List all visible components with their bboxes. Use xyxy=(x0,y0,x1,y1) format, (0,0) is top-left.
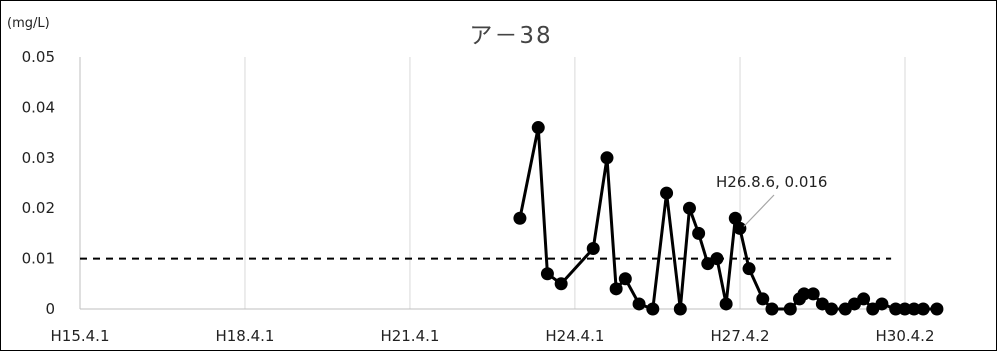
data-point-15 xyxy=(710,252,724,266)
x-tick-label-0: H15.4.1 xyxy=(51,327,110,345)
y-tick-label-4: 0.04 xyxy=(22,98,55,116)
data-point-1 xyxy=(531,121,545,135)
x-tick-label-3: H24.4.1 xyxy=(545,327,604,345)
x-tick-label-5: H30.4.2 xyxy=(876,327,935,345)
data-point-2 xyxy=(540,267,554,281)
y-tick-label-3: 0.03 xyxy=(22,149,55,167)
chart-title: ア－38 xyxy=(469,23,552,49)
data-point-34 xyxy=(898,302,912,316)
data-point-19 xyxy=(742,262,756,276)
annotation-leader-0 xyxy=(743,194,775,227)
data-point-0 xyxy=(513,211,527,225)
data-point-6 xyxy=(609,282,623,296)
series xyxy=(513,121,944,316)
data-point-3 xyxy=(554,277,568,291)
y-tick-label-5: 0.05 xyxy=(22,48,55,66)
data-point-25 xyxy=(806,287,820,301)
x-tick-label-4: H27.4.2 xyxy=(711,327,770,345)
data-point-18 xyxy=(733,221,747,235)
data-point-10 xyxy=(660,186,674,200)
data-point-27 xyxy=(825,302,839,316)
data-point-8 xyxy=(632,297,646,311)
annotation-label-0: H26.8.6, 0.016 xyxy=(716,173,827,191)
data-point-24 xyxy=(797,287,811,301)
axes: H15.4.1 H18.4.1 H21.4.1 H24.4.1 H27.4.2 H30.4… xyxy=(22,48,935,345)
data-point-20 xyxy=(756,292,770,306)
data-point-13 xyxy=(692,226,706,240)
data-point-32 xyxy=(875,297,889,311)
x-tick-label-1: H18.4.1 xyxy=(215,327,274,345)
data-point-12 xyxy=(682,201,696,215)
data-point-16 xyxy=(719,297,733,311)
annotations: H26.8.6, 0.016 xyxy=(716,173,827,227)
data-point-33 xyxy=(889,302,903,316)
data-point-9 xyxy=(646,302,660,316)
data-point-21 xyxy=(765,302,779,316)
x-tick-label-2: H21.4.1 xyxy=(380,327,439,345)
data-point-36 xyxy=(916,302,930,316)
data-point-30 xyxy=(857,292,871,306)
data-point-11 xyxy=(673,302,687,316)
data-point-4 xyxy=(586,242,600,256)
y-tick-label-1: 0.01 xyxy=(22,250,55,268)
data-point-7 xyxy=(618,272,632,286)
unit-label: (mg/L) xyxy=(7,16,50,31)
y-tick-label-0: 0 xyxy=(45,300,55,318)
series-line-0 xyxy=(518,126,937,311)
data-point-5 xyxy=(600,151,614,165)
y-tick-label-2: 0.02 xyxy=(22,199,55,217)
data-point-37 xyxy=(930,302,944,316)
data-point-17 xyxy=(728,211,742,225)
data-point-22 xyxy=(783,302,797,316)
data-point-35 xyxy=(907,302,921,316)
